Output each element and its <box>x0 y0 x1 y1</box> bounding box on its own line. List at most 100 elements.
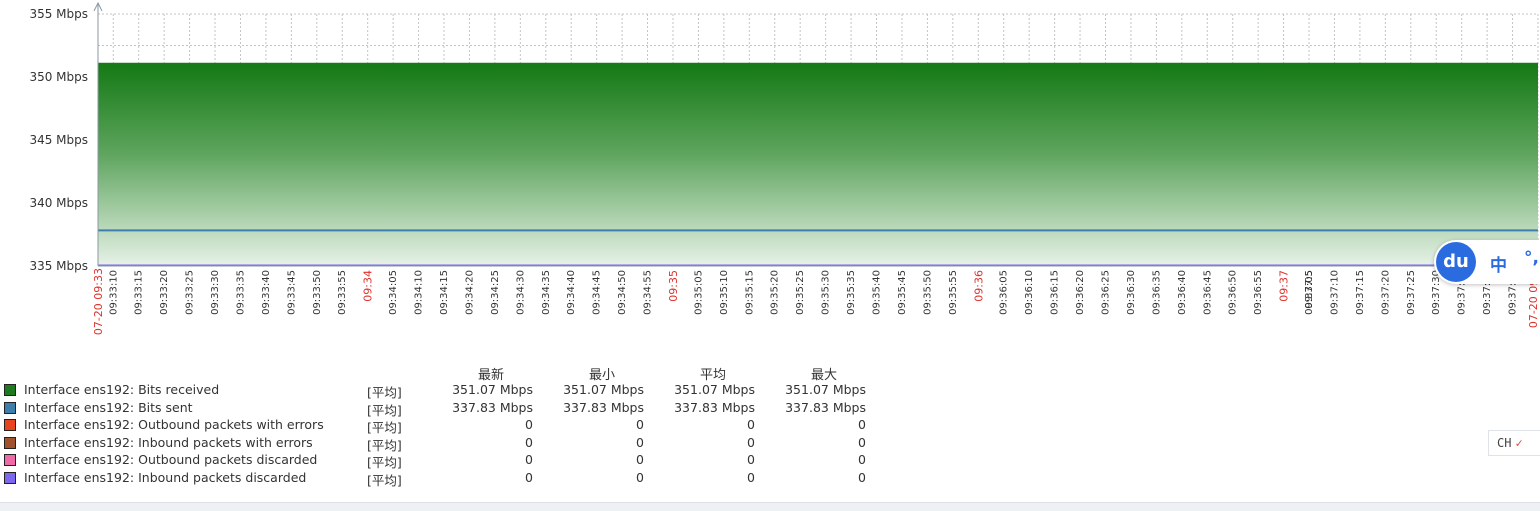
legend-series-name: Interface ens192: Inbound packets with e… <box>24 434 313 450</box>
legend-row: Interface ens192: Bits sent [平均] 337.83 Mb… <box>4 399 884 418</box>
x-tick-label: 09:34:30 <box>515 270 526 315</box>
legend-value-avg: 337.83 Mbps <box>674 399 755 415</box>
x-tick-label: 09:37:40 <box>1482 270 1493 315</box>
ime-mode-toggle[interactable]: 中 <box>1490 256 1507 276</box>
legend-swatch <box>4 454 16 466</box>
legend-header-last: 最新 <box>477 368 504 383</box>
series-area-bits-received <box>98 63 1538 266</box>
x-tick-label: 09:35:25 <box>795 270 806 315</box>
legend-row: Interface ens192: Inbound packets discar… <box>4 469 884 488</box>
ime-punctuation-toggle[interactable]: °, <box>1524 248 1539 268</box>
check-icon: ✓ <box>1515 436 1523 450</box>
legend-value-max: 351.07 Mbps <box>785 382 866 397</box>
x-tick-label: 09:33:35 <box>235 270 246 315</box>
legend-value-last: 0 <box>525 469 533 485</box>
x-tick-label: 09:33:40 <box>261 270 272 315</box>
x-tick-label: 09:35:15 <box>744 270 755 315</box>
language-label: CH <box>1497 436 1512 450</box>
x-tick-label: 09:35:55 <box>948 270 959 315</box>
x-tick-label: 09:34:05 <box>388 270 399 315</box>
x-tick-label: 09:34:25 <box>490 270 501 315</box>
bandwidth-chart: 355 Mbps 350 Mbps 345 Mbps 340 Mbps 335 Mbps… <box>29 1 1540 335</box>
legend-value-min: 0 <box>636 452 644 467</box>
y-tick-label: 335 Mbps <box>29 259 88 273</box>
x-tick-label: 09:36:30 <box>1126 270 1137 315</box>
x-axis: 09:33:10 09:33:15 09:33:20 09:33:25 09:33:30… <box>92 268 1540 335</box>
x-tick-label: 09:33:45 <box>286 270 297 315</box>
legend-function: [平均] <box>367 455 402 470</box>
legend-header-avg: 平均 <box>699 368 726 383</box>
x-tick-label: 09:35:50 <box>922 270 933 315</box>
language-indicator[interactable]: CH ✓ <box>1488 430 1540 456</box>
x-tick-label: 09:36:25 <box>1100 270 1111 315</box>
legend-value-avg: 0 <box>747 452 755 467</box>
legend-value-avg: 351.07 Mbps <box>674 382 755 397</box>
x-tick-label: 09:34:10 <box>414 270 425 315</box>
legend-function: [平均] <box>367 472 402 488</box>
x-minute-label: 09:35 <box>667 270 680 302</box>
legend-value-max: 0 <box>858 469 866 485</box>
x-tick-label: 09:33:25 <box>185 270 196 315</box>
x-tick-label: 09:36:35 <box>1151 270 1162 315</box>
legend-series-name: Interface ens192: Outbound packets with … <box>24 417 324 432</box>
bottom-bar <box>0 502 1540 511</box>
legend-value-max: 0 <box>858 417 866 432</box>
x-tick-label: 09:37:25 <box>1406 270 1417 315</box>
legend-header-max: 最大 <box>810 368 837 383</box>
x-tick-label: 09:33:10 <box>108 270 119 315</box>
legend-function: [平均] <box>367 385 402 400</box>
x-minute-label: 09:37 <box>1278 270 1291 302</box>
y-tick-label: 340 Mbps <box>29 196 88 210</box>
x-tick-label: 09:35:40 <box>872 270 883 315</box>
x-tick-label: 09:36:40 <box>1177 270 1188 315</box>
legend-value-avg: 0 <box>747 469 755 485</box>
baidu-ime-logo[interactable]: du <box>1436 242 1476 282</box>
legend-value-last: 0 <box>525 452 533 467</box>
y-tick-label: 345 Mbps <box>29 133 88 147</box>
legend-value-last: 0 <box>525 434 533 450</box>
x-tick-label: 09:36:05 <box>999 270 1010 315</box>
x-tick-label: 09:36:50 <box>1228 270 1239 315</box>
legend-value-last: 351.07 Mbps <box>452 382 533 397</box>
legend-swatch <box>4 419 16 431</box>
x-tick-label: 09:35:45 <box>897 270 908 315</box>
x-tick-label: 09:37:30 <box>1431 270 1442 315</box>
x-tick-label: 09:33:20 <box>159 270 170 315</box>
ime-toolbar[interactable]: du 中 °, <box>1434 240 1540 284</box>
legend-value-max: 0 <box>858 452 866 467</box>
legend-swatch <box>4 471 16 484</box>
legend-series-name: Interface ens192: Inbound packets discar… <box>24 469 307 485</box>
x-tick-label: 09:33:15 <box>134 270 145 315</box>
legend-header-min: 最小 <box>588 368 615 383</box>
legend-swatch <box>4 436 16 449</box>
legend-row: Interface ens192: Outbound packets disca… <box>4 452 884 470</box>
x-tick-label: 09:35:10 <box>719 270 730 315</box>
x-tick-label: 09:36:45 <box>1202 270 1213 315</box>
legend-value-min: 351.07 Mbps <box>563 382 644 397</box>
x-tick-label: 09:34:55 <box>643 270 654 315</box>
legend-value-last: 0 <box>525 417 533 432</box>
legend-function: [平均] <box>367 437 402 453</box>
legend-row: Interface ens192: Bits received [平均] 351.0… <box>4 382 884 400</box>
x-tick-label: 09:36:20 <box>1075 270 1086 315</box>
y-tick-label: 350 Mbps <box>29 70 88 84</box>
legend-row: Interface ens192: Inbound packets with e… <box>4 434 884 453</box>
x-tick-label: 09:33:50 <box>312 270 323 315</box>
x-tick-label: 09:37:35 <box>1457 270 1468 315</box>
x-tick-label: 09:37:15 <box>1355 270 1366 315</box>
legend-value-min: 0 <box>636 417 644 432</box>
x-tick-label: 09:34:15 <box>439 270 450 315</box>
x-start-label: 07-20 09:33 <box>92 268 105 335</box>
legend-function: [平均] <box>367 420 402 435</box>
series-area-layer <box>98 62 1538 267</box>
legend-swatch <box>4 384 16 396</box>
x-tick-label: 09:37:20 <box>1380 270 1391 315</box>
x-tick-label: 09:34:45 <box>592 270 603 315</box>
x-tick-label: 09:33:30 <box>210 270 221 315</box>
x-tick-label: 09:36:15 <box>1050 270 1061 315</box>
y-axis-arrow-icon <box>93 1 103 12</box>
x-tick-label: 09:37:05 <box>1304 270 1315 315</box>
x-minute-label: 09:34 <box>362 270 375 302</box>
legend-value-last: 337.83 Mbps <box>452 399 533 415</box>
x-tick-label: 09:35:30 <box>821 270 832 315</box>
